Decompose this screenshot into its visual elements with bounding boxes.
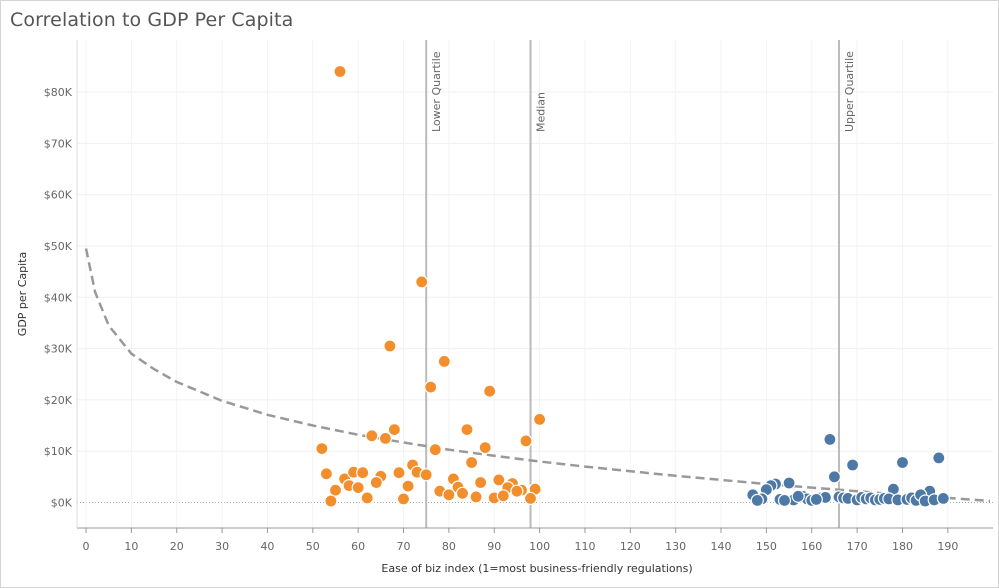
data-point xyxy=(315,442,329,456)
data-point xyxy=(483,384,497,398)
data-point xyxy=(809,492,823,506)
x-tick-label: 140 xyxy=(711,540,732,553)
grid xyxy=(77,40,993,528)
x-tick-label: 110 xyxy=(574,540,595,553)
data-point xyxy=(782,476,796,490)
data-point xyxy=(428,443,442,457)
reference-line-label: Upper Quartile xyxy=(843,51,856,132)
y-tick-label: $40K xyxy=(44,291,73,304)
y-tick-label: $10K xyxy=(44,445,73,458)
chart-title: Correlation to GDP Per Capita xyxy=(10,9,294,31)
y-tick-label: $20K xyxy=(44,394,73,407)
x-axis-label: Ease of biz index (1=most business-frien… xyxy=(381,562,692,575)
x-tick-label: 180 xyxy=(892,540,913,553)
data-point xyxy=(383,339,397,353)
data-point xyxy=(465,455,479,470)
x-tick-label: 20 xyxy=(170,540,184,553)
data-point xyxy=(442,488,456,502)
data-point xyxy=(415,275,429,289)
data-point xyxy=(392,466,406,480)
data-point xyxy=(532,412,547,426)
data-point xyxy=(519,434,533,448)
x-tick-label: 40 xyxy=(260,540,274,553)
data-point xyxy=(932,451,946,465)
data-points xyxy=(315,64,950,508)
data-point xyxy=(936,491,950,505)
data-point xyxy=(419,468,433,482)
data-point xyxy=(492,473,506,487)
x-tick-label: 0 xyxy=(83,540,90,553)
x-tick-label: 150 xyxy=(756,540,777,553)
data-point xyxy=(319,467,333,481)
data-point xyxy=(478,441,492,455)
data-point xyxy=(510,484,524,498)
y-axis-label: GDP per Capita xyxy=(16,252,29,336)
x-tick-label: 130 xyxy=(665,540,686,553)
data-point xyxy=(474,475,488,490)
data-point xyxy=(469,490,483,504)
y-tick-label: $60K xyxy=(44,189,73,202)
data-point xyxy=(401,479,415,493)
x-tick-label: 80 xyxy=(442,540,456,553)
x-tick-label: 50 xyxy=(306,540,320,553)
data-point xyxy=(455,486,470,500)
data-point xyxy=(895,455,910,470)
data-point xyxy=(437,354,451,368)
y-tick-label: $80K xyxy=(44,86,73,99)
data-point xyxy=(845,458,860,472)
data-point xyxy=(360,491,374,505)
x-tick-label: 160 xyxy=(801,540,822,553)
data-point xyxy=(333,64,347,79)
axes: $0K $10K $20K $30K $40K $50K $60K $70K $80K 0 10 20… xyxy=(44,40,993,553)
data-point xyxy=(324,494,338,508)
data-point xyxy=(365,429,379,443)
data-point xyxy=(827,470,842,484)
reference-line-label: Lower Quartile xyxy=(430,51,443,132)
y-tick-label: $50K xyxy=(44,240,73,253)
x-tick-label: 60 xyxy=(351,540,365,553)
data-point xyxy=(496,489,510,503)
data-point xyxy=(396,492,411,506)
x-tick-label: 100 xyxy=(529,540,550,553)
data-point xyxy=(750,493,764,507)
data-point xyxy=(328,483,343,497)
x-tick-label: 30 xyxy=(215,540,229,553)
data-point xyxy=(369,475,383,490)
x-tick-label: 120 xyxy=(620,540,641,553)
data-point xyxy=(460,423,474,437)
data-point xyxy=(791,489,805,503)
x-tick-label: 10 xyxy=(124,540,138,553)
reference-line-label: Median xyxy=(535,92,548,132)
data-point xyxy=(356,466,370,480)
data-point xyxy=(523,491,538,505)
x-tick-label: 170 xyxy=(847,540,868,553)
y-tick-label: $30K xyxy=(44,343,73,356)
data-point xyxy=(387,423,401,437)
data-point xyxy=(823,432,837,446)
data-point xyxy=(777,493,792,507)
y-tick-label: $0K xyxy=(51,497,73,510)
x-tick-label: 90 xyxy=(487,540,501,553)
data-point xyxy=(424,380,438,394)
x-tick-label: 70 xyxy=(397,540,411,553)
x-tick-label: 190 xyxy=(937,540,958,553)
data-point xyxy=(378,431,392,445)
data-point xyxy=(351,481,365,495)
y-tick-label: $70K xyxy=(44,137,73,150)
